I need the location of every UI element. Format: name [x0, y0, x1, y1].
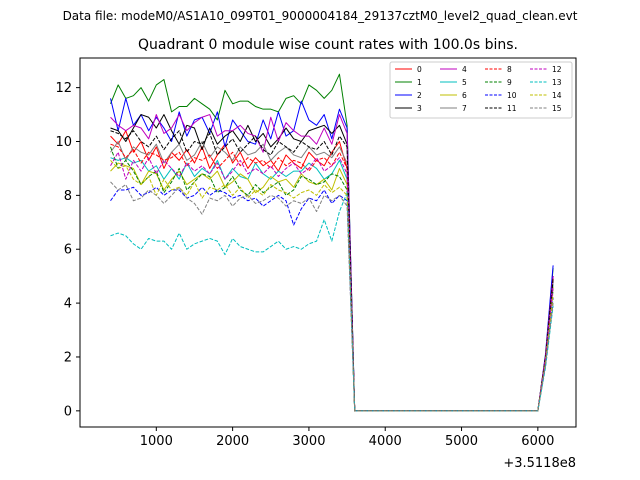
legend-label-13: 13: [552, 78, 562, 87]
legend-label-6: 6: [462, 91, 467, 100]
series-line-13: [110, 192, 554, 412]
series-line-10: [110, 186, 554, 412]
legend-label-4: 4: [462, 65, 467, 74]
y-axis: 0 2 4 6 8 10 12: [55, 81, 80, 419]
y-tick-label: 8: [64, 189, 72, 204]
x-tick-label: 5000: [445, 434, 478, 449]
legend-label-12: 12: [552, 65, 562, 74]
series-line-14: [110, 160, 554, 412]
y-tick-label: 6: [64, 243, 72, 258]
x-tick-label: 3000: [292, 434, 325, 449]
plot-series-group: [110, 73, 554, 412]
series-line-15: [110, 181, 554, 412]
legend-label-2: 2: [417, 91, 422, 100]
figure-suptitle: Data file: modeM0/AS1A10_099T01_90000041…: [63, 9, 578, 23]
x-tick-label: 2000: [216, 434, 249, 449]
y-tick-label: 4: [64, 297, 72, 312]
legend-box: [389, 61, 573, 119]
legend-label-7: 7: [462, 104, 467, 113]
x-tick-label: 1000: [140, 434, 173, 449]
x-tick-label: 4000: [369, 434, 402, 449]
y-tick-label: 12: [55, 81, 72, 96]
y-tick-label: 2: [64, 350, 72, 365]
legend-label-3: 3: [417, 104, 422, 113]
legend-label-5: 5: [462, 78, 467, 87]
y-tick-label: 0: [64, 404, 72, 419]
legend-label-10: 10: [507, 91, 517, 100]
legend-label-1: 1: [417, 78, 422, 87]
x-axis-offset-label: +3.5118e8: [503, 456, 576, 471]
legend-label-15: 15: [552, 104, 562, 113]
plot-frame: [79, 57, 577, 428]
chart-title: Quadrant 0 module wise count rates with …: [138, 37, 518, 53]
legend-label-14: 14: [552, 91, 562, 100]
legend-label-8: 8: [507, 65, 512, 74]
legend-label-9: 9: [507, 78, 512, 87]
legend-label-0: 0: [417, 65, 422, 74]
y-tick-label: 10: [55, 135, 72, 150]
x-axis: 1000 2000 3000 4000 5000 6000: [140, 427, 554, 449]
x-tick-label: 6000: [521, 434, 554, 449]
legend-label-11: 11: [507, 104, 517, 113]
